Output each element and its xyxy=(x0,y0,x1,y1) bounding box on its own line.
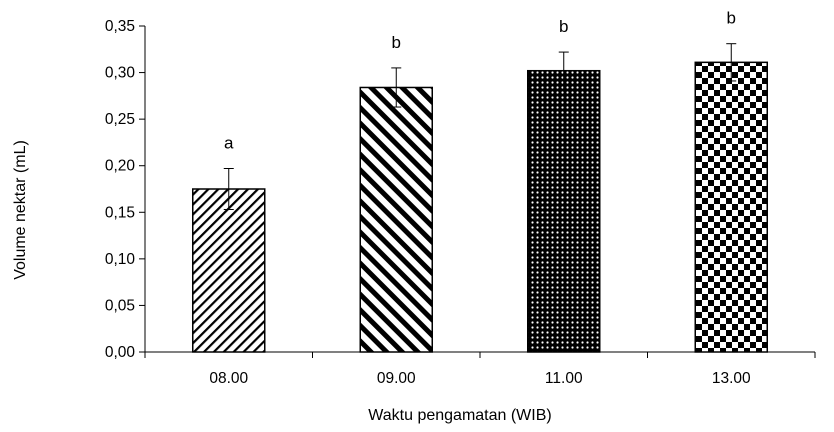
y-tick-label: 0,35 xyxy=(105,18,135,35)
significance-label: b xyxy=(392,33,401,52)
x-ticks: 08.00 09.00 11.00 13.00 xyxy=(144,352,816,387)
y-tick-label: 0,15 xyxy=(105,204,135,221)
x-tick-label: 11.00 xyxy=(545,370,583,387)
bar xyxy=(192,188,266,353)
y-axis-title: Volume nektar (mL) xyxy=(12,140,29,280)
y-axis: 0,00 0,05 0,10 0,15 0,20 0,25 0,30 0,35 xyxy=(105,18,146,361)
y-ticks: 0,00 0,05 0,10 0,15 0,20 0,25 0,30 0,35 xyxy=(105,18,145,361)
bar xyxy=(694,61,768,353)
bars: a b b b xyxy=(192,9,768,353)
x-axis: 08.00 09.00 11.00 13.00 xyxy=(144,351,816,387)
y-tick-label: 0,20 xyxy=(105,158,136,175)
y-tick-label: 0,30 xyxy=(105,65,136,82)
y-tick-label: 0,25 xyxy=(105,111,135,128)
bar xyxy=(359,86,433,353)
y-tick-label: 0,10 xyxy=(105,251,136,268)
significance-label: b xyxy=(559,17,568,36)
x-tick-label: 13.00 xyxy=(712,370,751,387)
x-axis-title: Waktu pengamatan (WIB) xyxy=(368,407,551,424)
significance-label: b xyxy=(727,9,736,28)
significance-label: a xyxy=(224,134,234,153)
y-tick-label: 0,05 xyxy=(105,297,135,314)
y-tick-label: 0,00 xyxy=(105,344,136,361)
x-tick-label: 09.00 xyxy=(377,370,416,387)
bar xyxy=(527,69,601,353)
x-tick-label: 08.00 xyxy=(209,370,248,387)
